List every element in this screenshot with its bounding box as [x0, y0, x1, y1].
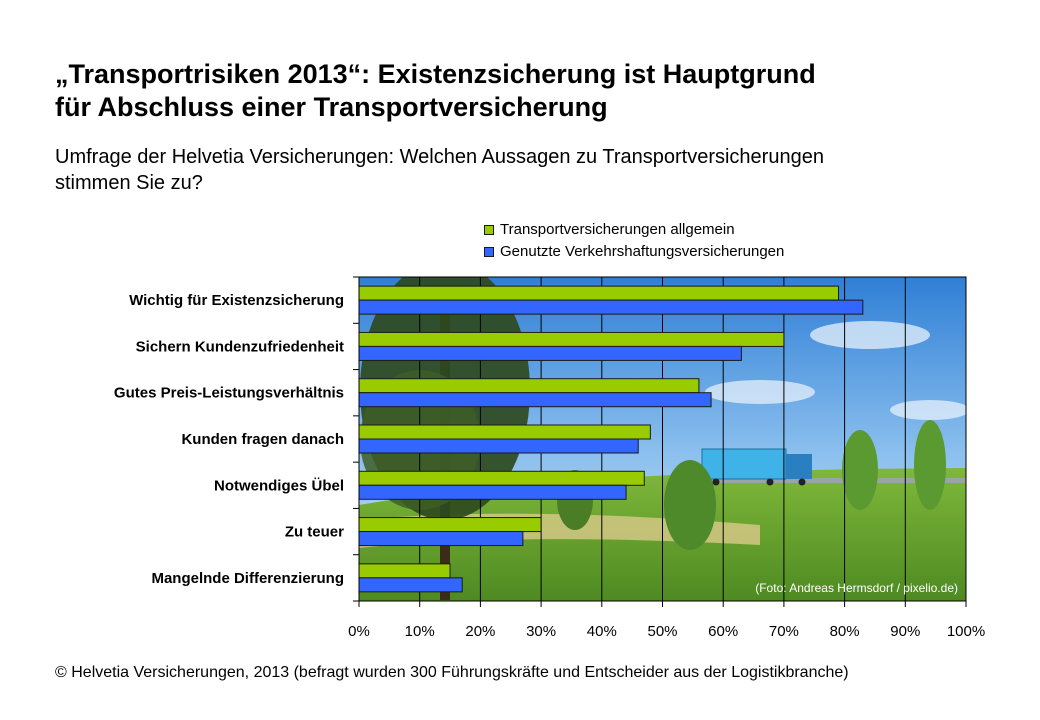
legend-item-series-1: Transportversicherungen allgemein	[484, 219, 784, 241]
photo-road	[690, 478, 966, 483]
chart-title-line-2: für Abschluss einer Transportversicherun…	[55, 92, 608, 122]
bar-verkehrshaftung	[358, 438, 639, 454]
x-tick-label: 50%	[647, 623, 677, 640]
photo-credit: (Foto: Andreas Hermsdorf / pixelio.de)	[755, 581, 958, 595]
bar-transportversicherung	[358, 470, 645, 486]
photo-cloud	[705, 380, 815, 404]
bar-transportversicherung	[358, 424, 651, 440]
truck-cab-icon	[786, 454, 812, 479]
x-tick-label: 80%	[830, 623, 860, 640]
chart-title: „Transportrisiken 2013“: Existenzsicheru…	[55, 58, 1015, 124]
bar-verkehrshaftung	[358, 531, 524, 547]
legend-label-series-1: Transportversicherungen allgemein	[500, 221, 735, 238]
x-tick-label: 10%	[405, 623, 435, 640]
x-tick-label: 100%	[947, 623, 985, 640]
bar-transportversicherung	[358, 285, 840, 301]
truck-trailer-icon	[701, 448, 787, 480]
bar-transportversicherung	[358, 517, 542, 533]
legend-swatch-blue	[484, 247, 494, 257]
axes	[353, 276, 967, 607]
bar-verkehrshaftung	[358, 484, 627, 500]
small-tree	[914, 420, 946, 510]
bar-verkehrshaftung	[358, 299, 864, 315]
category-label: Gutes Preis-Leistungsverhältnis	[114, 385, 344, 402]
category-label: Sichern Kundenzufriedenheit	[136, 338, 344, 355]
category-labels: Wichtig für Existenzsicherung Sichern Kun…	[114, 292, 344, 587]
small-tree	[664, 460, 716, 550]
category-label: Zu teuer	[285, 524, 344, 541]
x-tick-label: 20%	[465, 623, 495, 640]
bar-verkehrshaftung	[358, 392, 712, 408]
bar-transportversicherung	[358, 563, 451, 579]
footer-source: © Helvetia Versicherungen, 2013 (befragt…	[55, 664, 849, 681]
bar-transportversicherung	[358, 331, 785, 347]
category-label: Wichtig für Existenzsicherung	[129, 292, 344, 309]
bar-verkehrshaftung	[358, 345, 742, 361]
x-tick-label: 90%	[890, 623, 920, 640]
x-tick-label: 30%	[526, 623, 556, 640]
legend-item-series-2: Genutzte Verkehrshaftungsversicherungen	[484, 241, 784, 263]
legend-label-series-2: Genutzte Verkehrshaftungsversicherungen	[500, 243, 785, 260]
bar-verkehrshaftung	[358, 577, 463, 593]
category-label: Mangelnde Differenzierung	[151, 570, 344, 587]
category-label: Notwendiges Übel	[214, 477, 344, 494]
x-tick-label: 40%	[587, 623, 617, 640]
chart-title-line-1: „Transportrisiken 2013“: Existenzsicheru…	[55, 59, 816, 89]
chart-legend: Transportversicherungen allgemein Genutz…	[484, 219, 784, 263]
x-tick-label: 70%	[769, 623, 799, 640]
category-label: Kunden fragen danach	[181, 431, 344, 448]
truck-wheel-icon	[766, 478, 774, 486]
bar-transportversicherung	[358, 378, 700, 394]
x-tick-label: 0%	[348, 623, 370, 640]
truck-wheel-icon	[712, 478, 720, 486]
truck-wheel-icon	[798, 478, 806, 486]
chart-subtitle-line-2: stimmen Sie zu?	[55, 172, 203, 194]
photo-cloud	[810, 321, 930, 349]
legend-swatch-green	[484, 225, 494, 235]
chart-subtitle: Umfrage der Helvetia Versicherungen: Wel…	[55, 144, 1015, 196]
small-tree	[842, 430, 878, 510]
x-tick-label: 60%	[708, 623, 738, 640]
x-tick-labels: 0% 10% 20% 30% 40% 50% 60% 70% 80% 90% 100%	[348, 623, 985, 640]
chart-subtitle-line-1: Umfrage der Helvetia Versicherungen: Wel…	[55, 146, 824, 168]
photo-cloud	[890, 400, 966, 420]
